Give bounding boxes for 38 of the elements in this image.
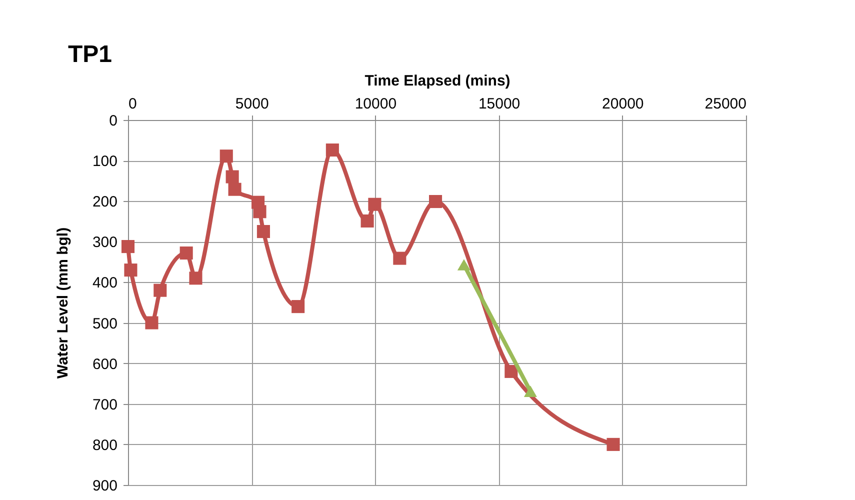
x-axis-title: Time Elapsed (mins) <box>364 72 510 90</box>
point <box>124 264 138 277</box>
x-tick-label: 5000 <box>235 96 269 112</box>
y-axis-title: Water Level (mm bgl) <box>54 227 72 379</box>
x-tick-label: 0 <box>128 96 137 112</box>
y-tick-label: 600 <box>92 356 118 373</box>
y-tick-label: 500 <box>92 315 118 332</box>
y-tick-label: 900 <box>92 478 118 494</box>
point <box>226 170 239 184</box>
x-tick-label: 25000 <box>704 96 746 112</box>
point <box>606 438 620 451</box>
y-tick-label: 100 <box>92 153 118 170</box>
y-tick-label: 700 <box>92 396 118 414</box>
x-tick-label: 10000 <box>354 96 397 112</box>
point <box>220 150 233 163</box>
point <box>292 300 305 314</box>
point <box>154 284 167 297</box>
point <box>121 240 135 254</box>
point <box>368 198 382 211</box>
y-tick-label: 800 <box>92 436 118 454</box>
point <box>189 272 202 285</box>
point <box>393 252 406 265</box>
point <box>504 364 518 378</box>
x-tick-label: 20000 <box>602 96 644 112</box>
point <box>256 225 270 238</box>
point <box>145 316 158 330</box>
y-tick-label: 200 <box>92 194 118 211</box>
point <box>228 182 242 196</box>
point <box>429 195 442 208</box>
chart-title: TP1 <box>68 41 112 68</box>
y-tick-label: 300 <box>92 234 118 252</box>
point <box>360 214 374 228</box>
point <box>326 143 339 157</box>
x-tick-label: 15000 <box>478 96 520 112</box>
y-tick-label: 0 <box>109 112 118 130</box>
point <box>180 246 193 260</box>
point <box>253 205 266 218</box>
y-tick-label: 400 <box>92 274 118 292</box>
